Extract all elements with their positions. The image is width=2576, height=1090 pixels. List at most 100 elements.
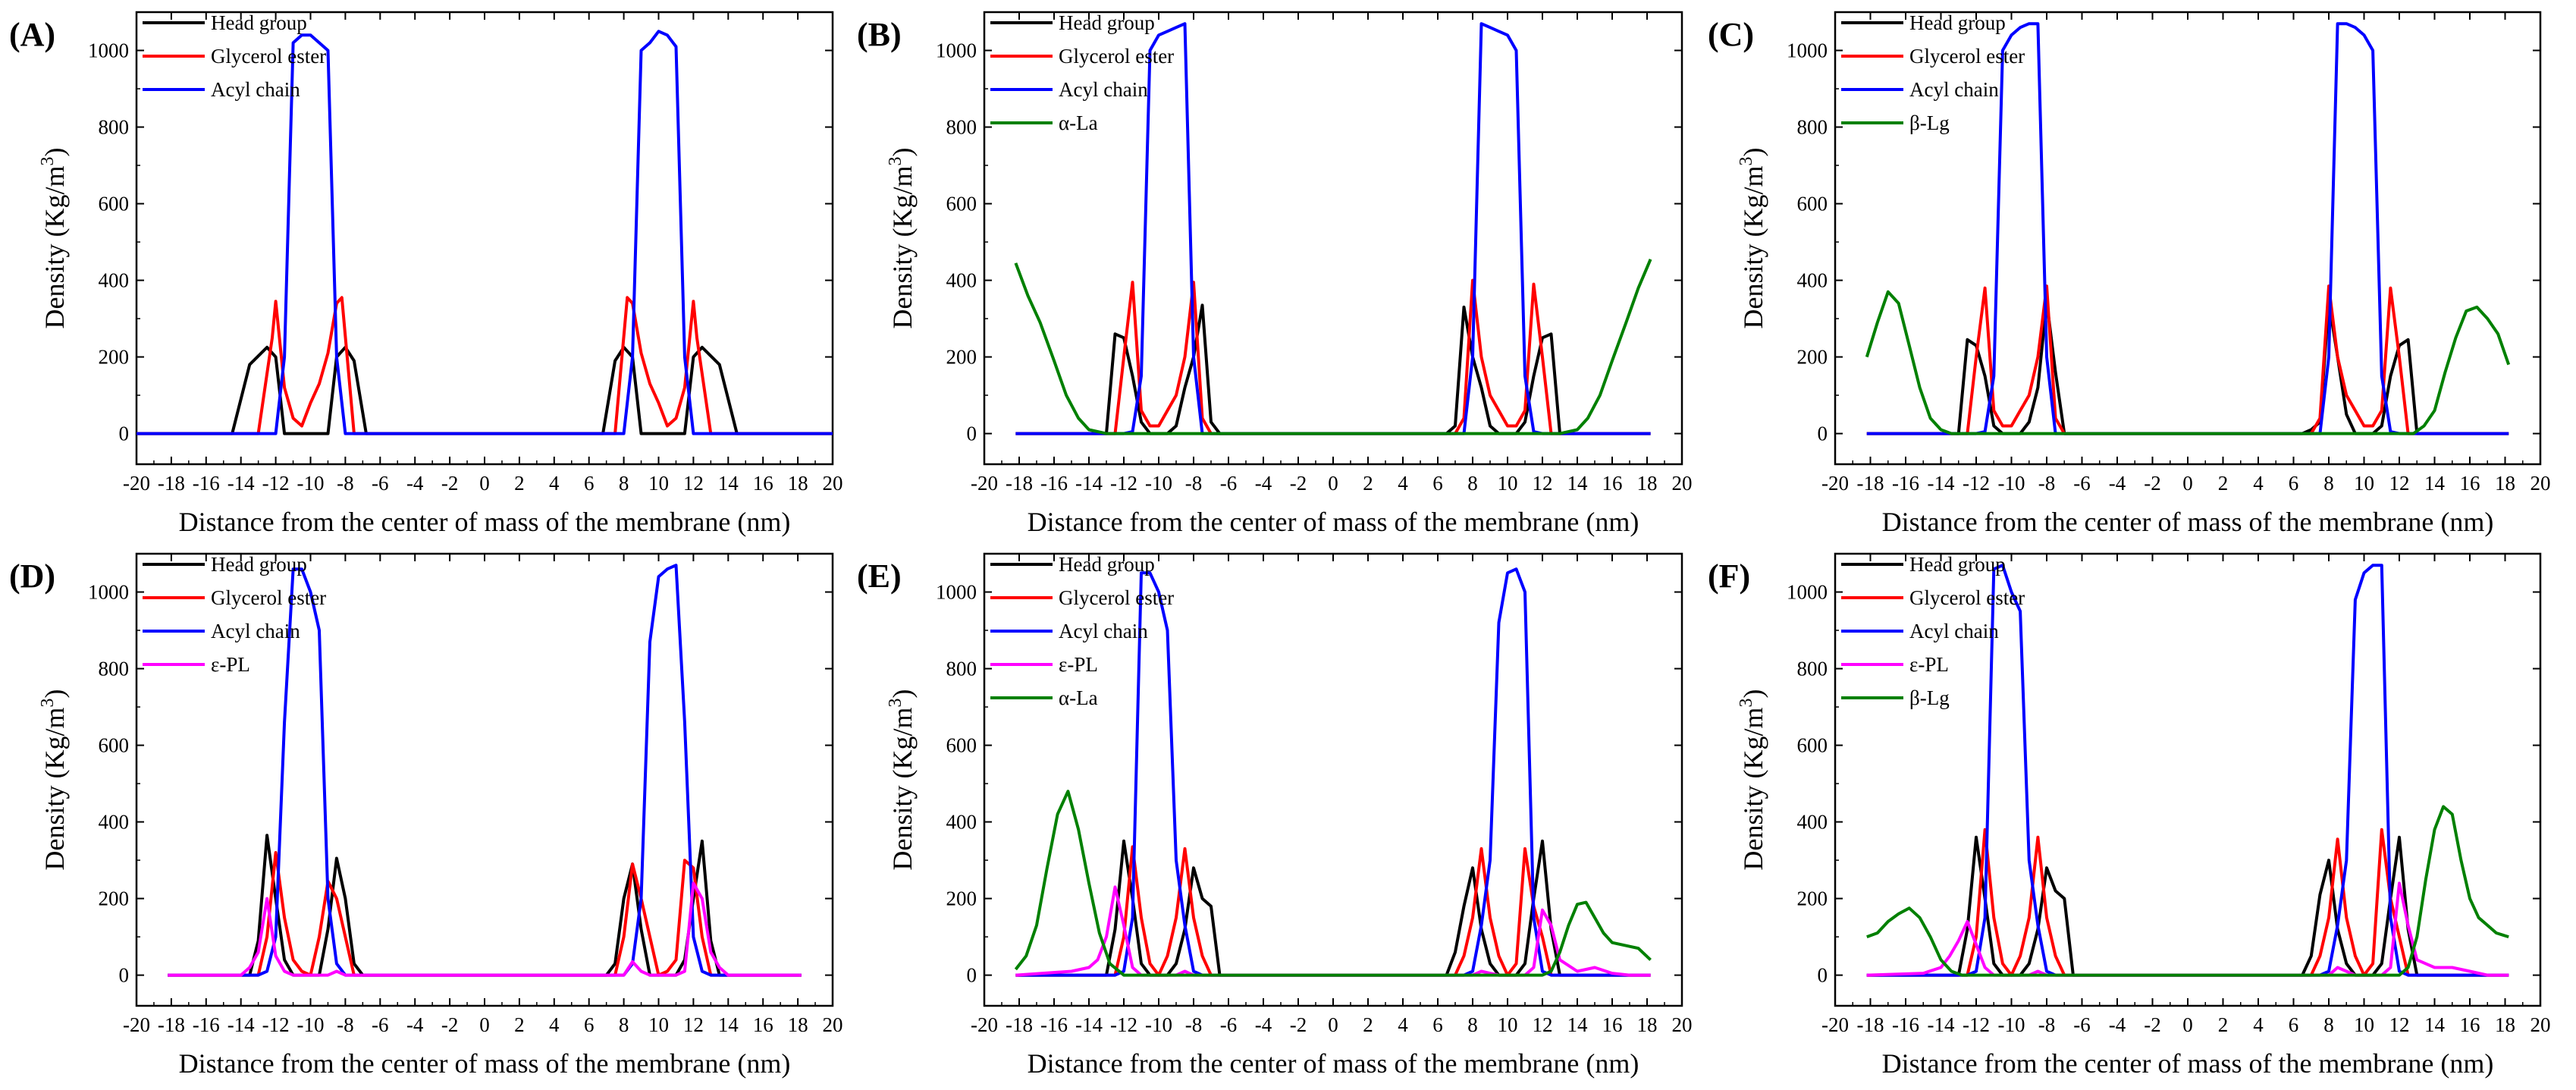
y-tick-label: 0 bbox=[119, 422, 130, 445]
x-tick-label: 2 bbox=[1363, 1013, 1373, 1036]
x-tick-label: 20 bbox=[2531, 472, 2551, 495]
y-tick-label: 800 bbox=[946, 658, 977, 680]
x-tick-label: 10 bbox=[2354, 1013, 2374, 1036]
x-tick-label: -14 bbox=[227, 472, 255, 495]
x-tick-label: -12 bbox=[262, 1013, 290, 1036]
x-tick-label: -20 bbox=[123, 1013, 150, 1036]
x-tick-label: -10 bbox=[297, 1013, 325, 1036]
y-axis-label: Density (Kg/m3) bbox=[1737, 689, 1768, 871]
legend-label: Head group bbox=[1909, 11, 2006, 34]
y-tick-label: 800 bbox=[946, 116, 977, 139]
panel-label: (B) bbox=[857, 16, 902, 53]
y-tick-label: 1000 bbox=[936, 581, 977, 604]
chart-panel-3: -20 -18 -16 -14 -12 -10 -8 -6 -4 -2 0 2 4 6 8 10 12 14 16 1… bbox=[1708, 11, 2551, 537]
x-tick-label: -14 bbox=[1928, 1013, 1955, 1036]
x-tick-label: 0 bbox=[2182, 472, 2193, 495]
x-tick-label: 18 bbox=[788, 472, 808, 495]
x-tick-label: -4 bbox=[2109, 472, 2126, 495]
x-tick-label: 8 bbox=[619, 472, 629, 495]
chart-panel-1: -20 -18 -16 -14 -12 -10 -8 -6 -4 -2 0 2 4 6 8 10 12 14 16 1… bbox=[9, 11, 843, 537]
x-tick-label: -8 bbox=[2038, 1013, 2056, 1036]
x-tick-label: 8 bbox=[1467, 472, 1478, 495]
x-tick-label: 6 bbox=[584, 1013, 595, 1036]
y-tick-label: 1000 bbox=[88, 39, 129, 62]
x-tick-label: 14 bbox=[1567, 1013, 1589, 1036]
y-tick-label: 800 bbox=[1797, 116, 1828, 139]
x-tick-label: 0 bbox=[479, 472, 490, 495]
y-tick-label: 400 bbox=[99, 269, 130, 292]
y-axis-label: Density (Kg/m3) bbox=[38, 148, 70, 329]
x-tick-label: 8 bbox=[619, 1013, 629, 1036]
x-tick-label: -8 bbox=[337, 472, 354, 495]
y-tick-label: 0 bbox=[967, 964, 977, 987]
x-tick-label: 0 bbox=[2182, 1013, 2193, 1036]
x-tick-label: -20 bbox=[971, 1013, 998, 1036]
x-tick-label: -20 bbox=[1821, 472, 1849, 495]
panel-label: (A) bbox=[9, 16, 55, 53]
x-tick-label: 20 bbox=[1672, 1013, 1693, 1036]
legend-label: ε-PL bbox=[1909, 653, 1949, 676]
legend-label: ε-PL bbox=[211, 653, 250, 676]
x-tick-label: 6 bbox=[1432, 1013, 1443, 1036]
x-tick-label: 14 bbox=[718, 1013, 739, 1036]
y-tick-label: 400 bbox=[99, 811, 130, 834]
x-axis-label: Distance from the center of mass of the … bbox=[1882, 507, 2494, 537]
series-line-glycerol-ester bbox=[1866, 284, 2509, 435]
legend-label: β-Lg bbox=[1909, 686, 1950, 709]
y-tick-label: 600 bbox=[1797, 734, 1828, 757]
legend-label: Glycerol ester bbox=[211, 45, 326, 68]
x-tick-label: -12 bbox=[1963, 472, 1990, 495]
y-tick-label: 800 bbox=[1797, 658, 1828, 680]
x-tick-label: -10 bbox=[297, 472, 325, 495]
x-tick-label: -18 bbox=[1857, 1013, 1884, 1036]
y-tick-label: 400 bbox=[1797, 811, 1828, 834]
series-line-head-group bbox=[1015, 303, 1651, 435]
y-tick-label: 0 bbox=[1818, 422, 1828, 445]
y-axis-label: Density (Kg/m3) bbox=[1737, 148, 1768, 329]
legend-label: Glycerol ester bbox=[211, 586, 326, 609]
panel-label: (D) bbox=[9, 558, 55, 595]
x-tick-label: -20 bbox=[1821, 1013, 1849, 1036]
x-tick-label: 4 bbox=[2253, 472, 2264, 495]
x-tick-label: -10 bbox=[1998, 1013, 2025, 1036]
x-tick-label: 14 bbox=[1567, 472, 1589, 495]
series-line--la bbox=[1014, 259, 1652, 435]
x-tick-label: -6 bbox=[372, 1013, 389, 1036]
series-line-head-group bbox=[136, 345, 833, 435]
x-axis-label: Distance from the center of mass of the … bbox=[1028, 1048, 1639, 1079]
x-tick-label: -12 bbox=[1110, 472, 1137, 495]
y-tick-label: 200 bbox=[1797, 887, 1828, 910]
x-tick-label: 16 bbox=[753, 472, 773, 495]
x-tick-label: 4 bbox=[1398, 472, 1408, 495]
x-tick-label: 8 bbox=[2323, 472, 2334, 495]
legend-label: Head group bbox=[211, 11, 307, 34]
x-tick-label: -6 bbox=[1220, 472, 1238, 495]
x-tick-label: -16 bbox=[1040, 472, 1068, 495]
legend-label: Head group bbox=[1059, 11, 1155, 34]
legend-label: Head group bbox=[211, 553, 307, 576]
x-tick-label: 16 bbox=[1602, 472, 1623, 495]
x-tick-label: -14 bbox=[1928, 472, 1955, 495]
x-tick-label: 12 bbox=[1533, 1013, 1553, 1036]
x-tick-label: -2 bbox=[2144, 472, 2161, 495]
x-tick-label: -18 bbox=[1857, 472, 1884, 495]
chart-panel-6: -20 -18 -16 -14 -12 -10 -8 -6 -4 -2 0 2 4 6 8 10 12 14 16 1… bbox=[1708, 552, 2551, 1079]
x-tick-label: 12 bbox=[683, 1013, 704, 1036]
x-tick-label: -18 bbox=[1006, 1013, 1033, 1036]
y-tick-label: 600 bbox=[99, 734, 130, 757]
series-line--lg bbox=[1866, 805, 2509, 977]
panel-label: (E) bbox=[857, 558, 902, 595]
x-tick-label: -14 bbox=[1075, 1013, 1103, 1036]
y-tick-label: 200 bbox=[99, 887, 130, 910]
legend-label: Glycerol ester bbox=[1059, 586, 1174, 609]
series-line-acyl-chain bbox=[136, 30, 833, 435]
y-tick-label: 1000 bbox=[1787, 581, 1828, 604]
x-tick-label: 20 bbox=[823, 472, 843, 495]
legend-label: Acyl chain bbox=[1909, 620, 1999, 642]
y-tick-label: 400 bbox=[946, 269, 977, 292]
x-axis-label: Distance from the center of mass of the … bbox=[1882, 1048, 2494, 1079]
y-tick-label: 1000 bbox=[1787, 39, 1828, 62]
legend-label: α-La bbox=[1059, 112, 1098, 134]
x-tick-label: -6 bbox=[2073, 1013, 2091, 1036]
